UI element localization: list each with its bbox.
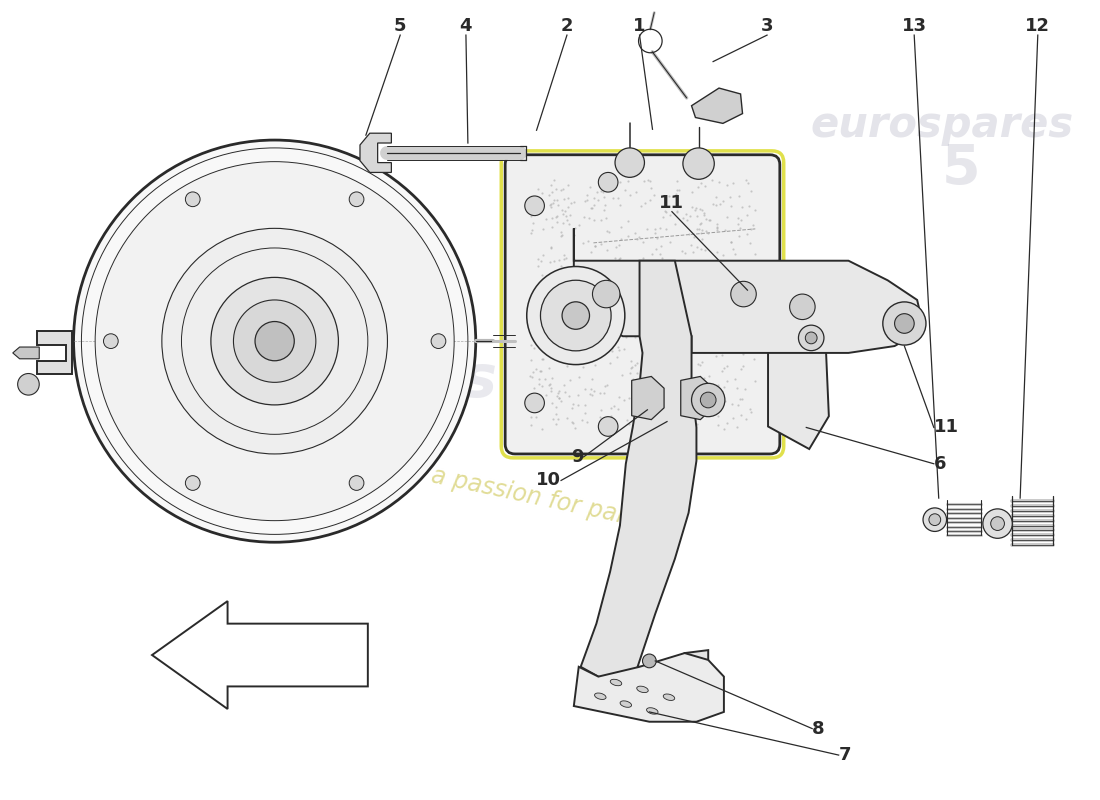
Ellipse shape [620, 701, 631, 707]
Circle shape [894, 314, 914, 334]
Text: eurospares: eurospares [810, 104, 1074, 146]
Circle shape [883, 302, 926, 345]
Ellipse shape [637, 686, 648, 693]
Polygon shape [574, 228, 924, 353]
Polygon shape [768, 271, 829, 449]
Text: 2: 2 [561, 17, 573, 35]
Text: 9: 9 [571, 448, 584, 466]
Text: eurospares: eurospares [130, 352, 498, 409]
Circle shape [525, 393, 544, 413]
Circle shape [186, 476, 200, 490]
Circle shape [525, 196, 544, 215]
Circle shape [692, 383, 725, 417]
Circle shape [18, 374, 40, 395]
Ellipse shape [663, 694, 674, 701]
Circle shape [615, 148, 645, 178]
Circle shape [255, 322, 295, 361]
FancyBboxPatch shape [505, 154, 780, 454]
Circle shape [162, 228, 387, 454]
Text: 13: 13 [902, 17, 926, 35]
Circle shape [562, 302, 590, 330]
Polygon shape [360, 133, 392, 173]
Circle shape [349, 476, 364, 490]
Ellipse shape [647, 708, 658, 714]
Polygon shape [581, 261, 708, 686]
Text: 3: 3 [761, 17, 773, 35]
Text: 5: 5 [942, 142, 980, 197]
Circle shape [349, 192, 364, 206]
Circle shape [431, 334, 446, 349]
Circle shape [701, 392, 716, 408]
Circle shape [928, 514, 940, 526]
Circle shape [683, 148, 714, 179]
Ellipse shape [595, 693, 606, 699]
Text: 4: 4 [460, 17, 472, 35]
Text: 12: 12 [1025, 17, 1050, 35]
Circle shape [799, 325, 824, 350]
Text: 1: 1 [634, 17, 646, 35]
Text: 11: 11 [659, 194, 684, 212]
Circle shape [642, 654, 657, 668]
Text: 10: 10 [536, 471, 561, 490]
Text: 8: 8 [812, 720, 825, 738]
Circle shape [74, 140, 475, 542]
Circle shape [598, 173, 618, 192]
Circle shape [923, 508, 947, 531]
Text: 5: 5 [394, 17, 407, 35]
Circle shape [805, 332, 817, 344]
Circle shape [211, 278, 339, 405]
Text: a passion for parts: a passion for parts [429, 463, 650, 533]
Polygon shape [37, 331, 72, 374]
Circle shape [730, 282, 757, 307]
Polygon shape [692, 88, 742, 123]
Text: 7: 7 [838, 746, 851, 764]
Circle shape [186, 192, 200, 206]
Text: 6: 6 [934, 454, 946, 473]
Circle shape [593, 280, 620, 308]
Circle shape [95, 162, 454, 521]
Circle shape [103, 334, 118, 349]
Circle shape [233, 300, 316, 382]
Polygon shape [681, 377, 713, 420]
Circle shape [790, 294, 815, 319]
Ellipse shape [610, 679, 621, 686]
Circle shape [527, 266, 625, 365]
Circle shape [983, 509, 1012, 538]
Circle shape [540, 280, 612, 351]
Circle shape [598, 417, 618, 436]
Text: 11: 11 [934, 418, 959, 437]
Circle shape [991, 517, 1004, 530]
Polygon shape [13, 347, 40, 359]
Polygon shape [574, 653, 724, 722]
Polygon shape [631, 377, 664, 420]
